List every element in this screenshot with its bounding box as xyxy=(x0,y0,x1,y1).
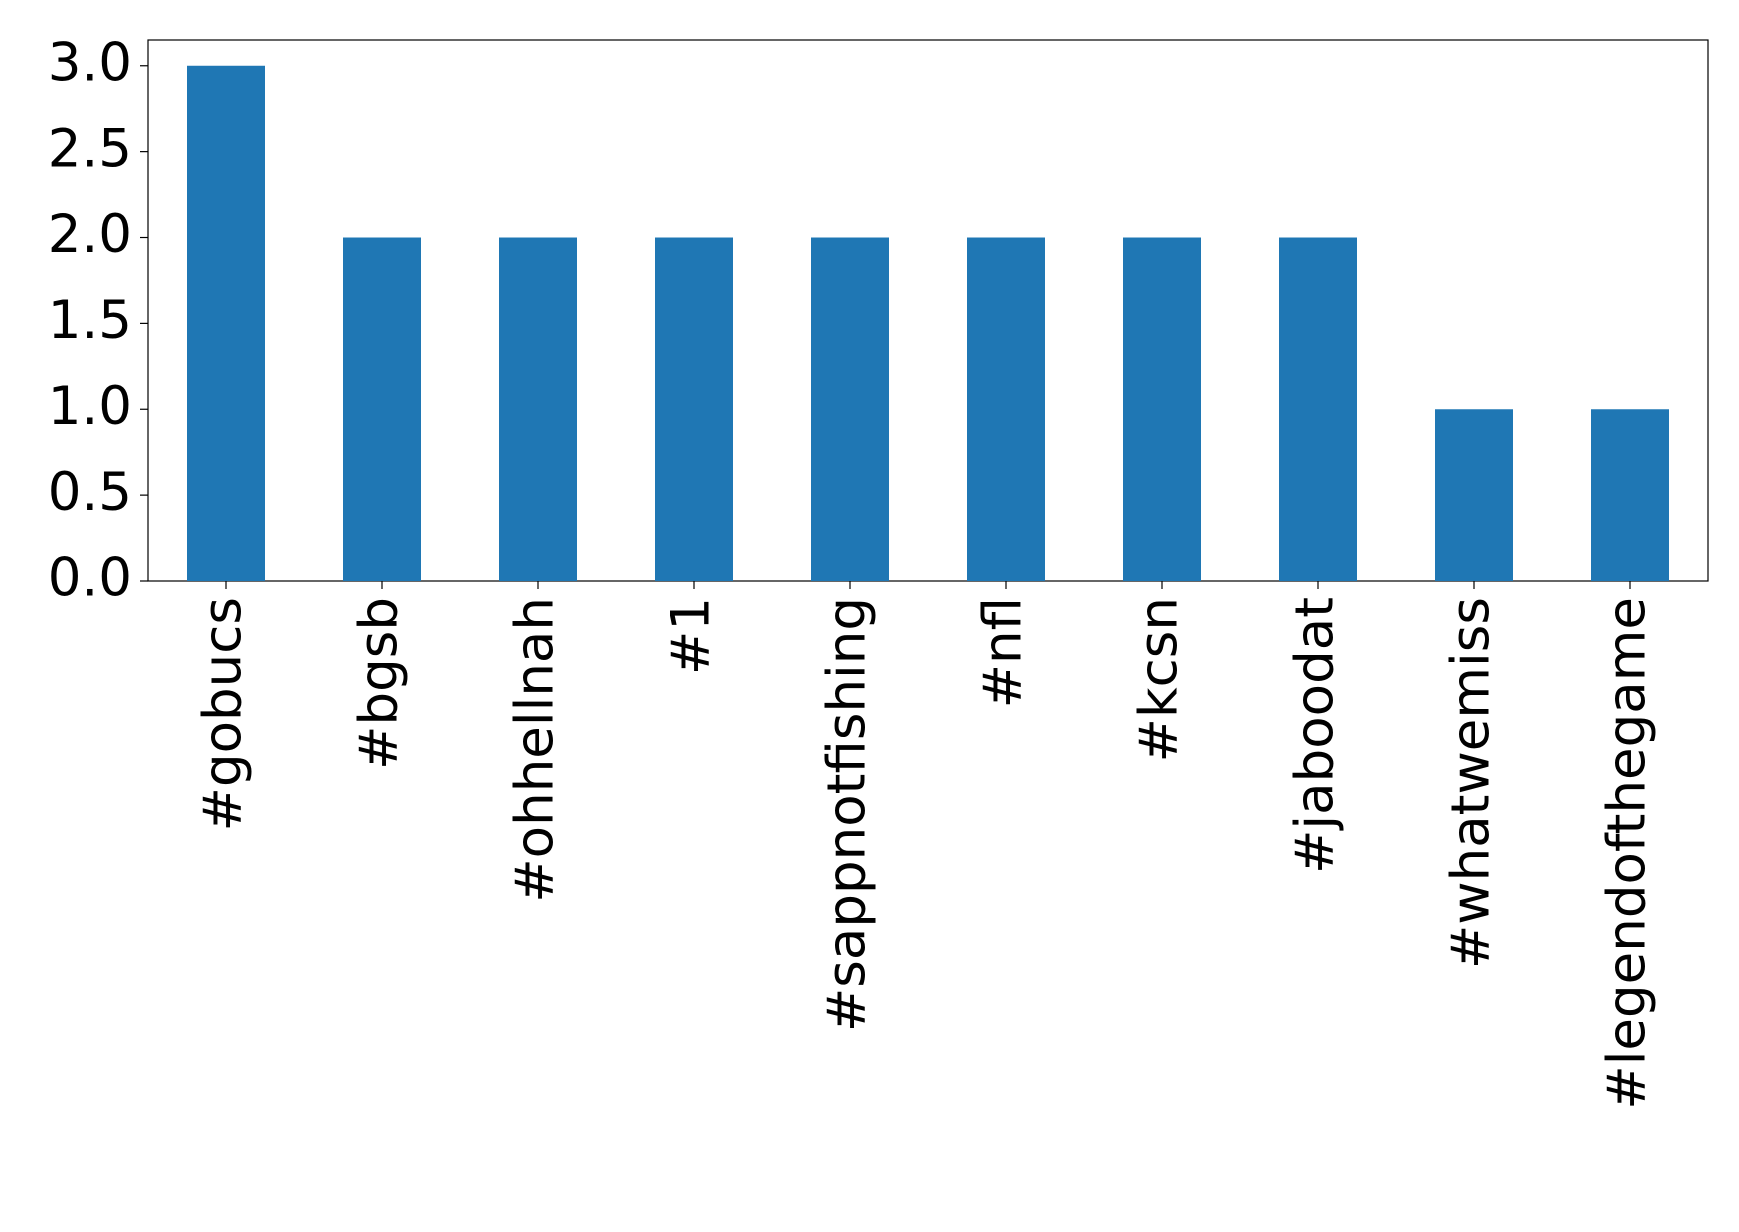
x-tick-label: #jaboodat xyxy=(1285,597,1346,874)
bar xyxy=(1591,409,1669,581)
x-tick-label: #whatwemiss xyxy=(1441,597,1502,969)
bar xyxy=(655,237,733,581)
bar xyxy=(811,237,889,581)
x-tick-label: #gobucs xyxy=(193,597,254,831)
y-tick-label: 2.5 xyxy=(48,118,132,179)
x-tick-label: #bgsb xyxy=(349,597,410,770)
y-tick-label: 0.0 xyxy=(48,548,132,609)
x-tick-label: #1 xyxy=(661,597,722,675)
bar xyxy=(1123,237,1201,581)
y-tick-label: 2.0 xyxy=(48,204,132,265)
bar xyxy=(187,65,265,581)
bar xyxy=(343,237,421,581)
bar xyxy=(499,237,577,581)
x-tick-label: #kcsn xyxy=(1129,597,1190,762)
bar xyxy=(1435,409,1513,581)
y-tick-label: 1.5 xyxy=(48,290,132,351)
plot-frame xyxy=(147,39,1709,582)
y-tick-label: 0.5 xyxy=(48,462,132,523)
x-tick-label: #ohhellnah xyxy=(505,597,566,903)
y-tick-label: 1.0 xyxy=(48,376,132,437)
x-tick-label: #legendofthegame xyxy=(1597,597,1658,1110)
x-tick-label: #sappnotfishing xyxy=(817,597,878,1032)
bar xyxy=(1279,237,1357,581)
y-tick-label: 3.0 xyxy=(48,32,132,93)
x-tick-label: #nfl xyxy=(973,597,1034,708)
bar xyxy=(967,237,1045,581)
